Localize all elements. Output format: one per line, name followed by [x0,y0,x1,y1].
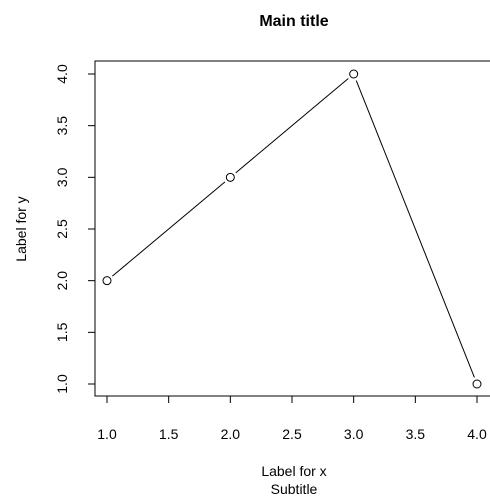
x-axis-label: Label for x [261,463,326,479]
data-point [225,172,235,182]
x-tick-label: 3.5 [406,426,426,442]
data-point [102,276,112,286]
chart-subtitle: Subtitle [271,481,318,497]
x-tick-label: 2.5 [282,426,302,442]
x-tick-label: 4.0 [467,426,487,442]
y-tick-label: 3.0 [54,167,70,187]
series-segment [235,78,349,174]
chart-title: Main title [259,13,328,30]
y-tick-label: 2.5 [54,219,70,239]
y-tick-label: 3.5 [54,116,70,136]
series-segment [355,80,475,378]
x-tick-label: 3.0 [344,426,364,442]
plot-box [94,60,490,397]
data-point [472,379,482,389]
series-line [102,69,482,389]
y-tick-label: 1.5 [54,322,70,342]
y-axis-label: Label for y [13,196,29,261]
y-tick-label: 2.0 [54,271,70,291]
x-tick-label: 1.0 [97,426,117,442]
y-axis: 1.0 1.5 2.0 2.5 3.0 3.5 4.0 [54,64,96,394]
y-tick-label: 4.0 [54,64,70,84]
x-axis: 1.0 1.5 2.0 2.5 3.0 3.5 4.0 [97,395,487,442]
data-point [349,69,359,79]
x-tick-label: 2.0 [221,426,241,442]
y-tick-label: 1.0 [54,374,70,394]
series-segment [112,181,226,277]
x-tick-label: 1.5 [159,426,179,442]
